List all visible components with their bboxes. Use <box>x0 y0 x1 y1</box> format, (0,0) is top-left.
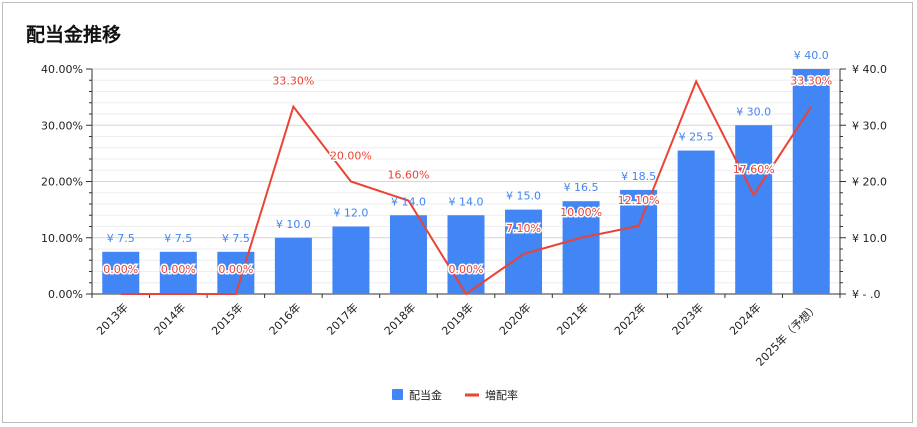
y-axis-left-tick-label: 30.00% <box>41 119 83 132</box>
line-data-label: 0.00% <box>218 263 253 276</box>
bar-data-label: ¥ 25.5 <box>679 131 714 144</box>
x-axis-category-label: 2024年 <box>726 300 763 337</box>
bar <box>447 215 485 294</box>
bar-data-label: ¥ 7.5 <box>107 232 135 245</box>
bar <box>274 237 312 294</box>
bar <box>677 150 715 294</box>
line-layer <box>120 78 813 296</box>
bar-data-label: ¥ 14.0 <box>449 195 484 208</box>
bar <box>217 251 255 294</box>
x-axis-category-label: 2018年 <box>381 300 418 337</box>
bar-data-label: ¥ 15.0 <box>506 190 541 203</box>
chart-title: 配当金推移 <box>26 24 122 46</box>
y-axis-left-tick-label: 40.00% <box>41 63 83 76</box>
bar-data-label: ¥ 7.5 <box>222 232 250 245</box>
x-axis-category-label: 2016年 <box>266 300 303 337</box>
legend-layer: 配当金 増配率 <box>392 388 518 402</box>
line-data-label: 20.00% <box>330 150 372 163</box>
x-axis-category-label: 2022年 <box>611 300 648 337</box>
bar-data-label: ¥ 12.0 <box>333 207 368 220</box>
x-axis-category-label: 2013年 <box>93 300 130 337</box>
line-data-label: 33.30% <box>272 75 314 88</box>
y-axis-right-tick-label: ¥ - .0 <box>852 288 880 301</box>
y-axis-right-tick-label: ¥ 10.0 <box>852 232 887 245</box>
bar <box>102 251 140 294</box>
bar-data-label: ¥ 10.0 <box>276 218 311 231</box>
y-axis-left-tick-label: 20.00% <box>41 176 83 189</box>
bar-data-label: ¥ 30.0 <box>736 105 771 118</box>
bar <box>159 251 197 294</box>
bar <box>332 226 370 294</box>
y-axis-right-tick-label: ¥ 30.0 <box>852 119 887 132</box>
legend-label-line: 増配率 <box>485 388 518 402</box>
bar <box>620 189 658 294</box>
y-axis-right-tick-label: ¥ 40.0 <box>852 63 887 76</box>
y-axis-left-tick-label: 10.00% <box>41 232 83 245</box>
label-layer: ¥ 7.5 ¥ 7.5 ¥ 7.5 ¥ 10.0 ¥ 12.0 ¥ 14.0 ¥ 14.0 ¥… <box>102 49 834 278</box>
x-axis-category-label: 2020年 <box>496 300 533 337</box>
line-data-label: 33.30% <box>790 75 832 88</box>
line-data-label: 0.00% <box>103 263 138 276</box>
bar <box>389 215 427 294</box>
bar-layer <box>102 69 830 294</box>
bar <box>735 125 773 294</box>
line-data-label: 7.10% <box>506 222 541 235</box>
bar <box>792 69 830 294</box>
line-data-label: 10.00% <box>560 206 602 219</box>
line-data-label: 0.00% <box>449 263 484 276</box>
y-axis-left-tick-label: 0.00% <box>48 288 83 301</box>
x-axis-category-label: 2019年 <box>439 300 476 337</box>
bar <box>562 201 600 294</box>
x-axis-category-label: 2015年 <box>208 300 245 337</box>
x-axis-category-label: 2023年 <box>669 300 706 337</box>
line-data-label: 12.10% <box>618 194 660 207</box>
bar-data-label: ¥ 16.5 <box>564 181 599 194</box>
x-axis-category-label: 2021年 <box>554 300 591 337</box>
line-data-label: 16.60% <box>387 169 429 182</box>
bar-data-label: ¥ 14.0 <box>391 195 426 208</box>
line-data-label: 17.60% <box>733 163 775 176</box>
legend-label-bar: 配当金 <box>409 388 442 402</box>
bar <box>505 209 543 294</box>
bar-data-label: ¥ 7.5 <box>164 232 192 245</box>
bar-data-label: ¥ 40.0 <box>794 49 829 62</box>
x-axis-category-label: 2017年 <box>324 300 361 337</box>
y-axis-right-tick-label: ¥ 20.0 <box>852 176 887 189</box>
line-data-label: 0.00% <box>161 263 196 276</box>
bar-data-label: ¥ 18.5 <box>621 170 656 183</box>
x-axis-category-label: 2014年 <box>151 300 188 337</box>
legend-swatch-bar <box>392 389 403 400</box>
